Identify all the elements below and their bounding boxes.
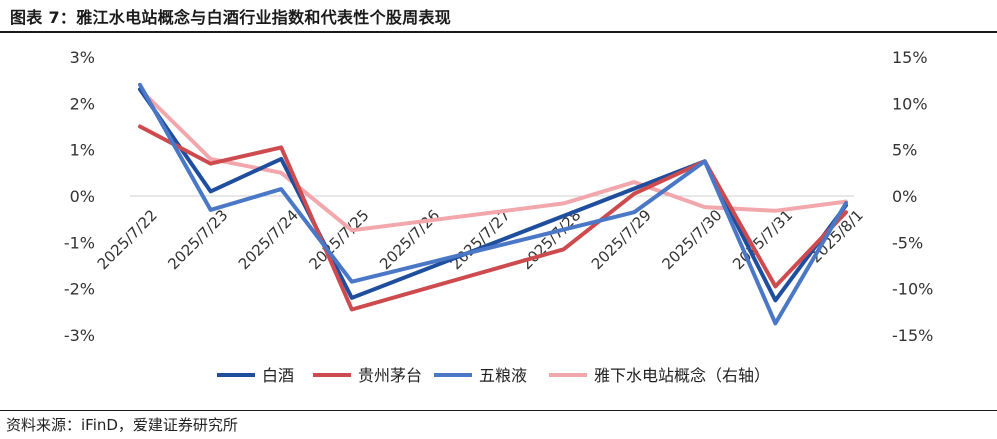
left-tick-label: -2% [64,280,95,299]
title-rule [0,31,997,33]
left-axis-ticks: 3% 2% 1% 0% -1% -2% -3% [64,48,95,345]
left-tick-label: -3% [64,326,95,345]
x-tick-label: 2025/7/24 [235,206,302,273]
series-line-2 [138,82,848,326]
legend: 白酒 贵州茅台 五粮液 雅下水电站概念（右轴） [217,366,770,385]
series-lines [138,82,848,326]
left-tick-label: 1% [70,141,95,160]
right-tick-label: 10% [892,94,928,113]
right-tick-label: 0% [892,187,917,206]
x-tick-label: 2025/7/30 [659,206,726,273]
chart-title: 图表 7：雅江水电站概念与白酒行业指数和代表性个股周表现 [10,8,452,27]
legend-label: 贵州茅台 [358,366,422,385]
right-axis-ticks: 15% 10% 5% 0% -5% -10% -15% [892,48,933,345]
line-chart: 3%2%1%0%-1%-2%-3% 15%10%5%0%-5%-10%-15% … [64,48,934,385]
x-tick-label: 2025/7/23 [164,206,231,273]
right-tick-label: 15% [892,48,928,67]
series-line-1 [138,124,848,312]
legend-label: 雅下水电站概念（右轴） [594,366,770,385]
series-line-3 [138,87,848,233]
left-tick-label: 0% [70,187,95,206]
x-tick-label: 2025/7/22 [94,206,161,273]
right-tick-label: -15% [892,326,933,345]
left-tick-label: 3% [70,48,95,67]
series-line-0 [138,87,848,303]
right-tick-label: -5% [892,233,923,252]
legend-label: 五粮液 [479,366,527,385]
right-tick-label: 5% [892,141,917,160]
footer-rule [0,410,997,411]
left-tick-label: -1% [64,233,95,252]
legend-label: 白酒 [262,366,294,385]
right-tick-label: -10% [892,280,933,299]
left-tick-label: 2% [70,94,95,113]
source-note: 资料来源：iFinD，爱建证券研究所 [6,416,238,434]
